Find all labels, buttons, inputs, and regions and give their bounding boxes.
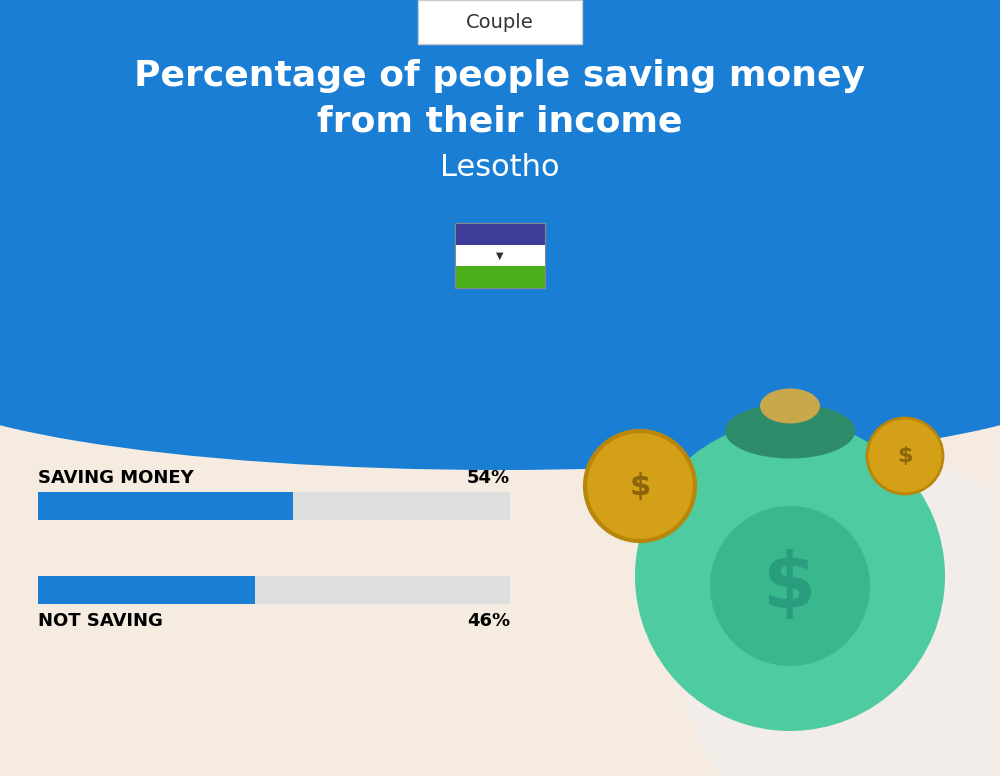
- Bar: [455, 244, 545, 266]
- Circle shape: [585, 431, 695, 541]
- Ellipse shape: [760, 389, 820, 424]
- Text: $: $: [763, 549, 817, 623]
- Circle shape: [680, 456, 1000, 776]
- Circle shape: [635, 421, 945, 731]
- Text: Lesotho: Lesotho: [440, 154, 560, 182]
- Bar: [455, 223, 545, 288]
- Ellipse shape: [0, 270, 1000, 470]
- FancyBboxPatch shape: [418, 0, 582, 44]
- Text: from their income: from their income: [317, 104, 683, 138]
- Text: Couple: Couple: [466, 12, 534, 32]
- Text: 46%: 46%: [467, 612, 510, 630]
- Text: 54%: 54%: [467, 469, 510, 487]
- Ellipse shape: [725, 404, 855, 459]
- Bar: [455, 266, 545, 288]
- Circle shape: [710, 506, 870, 666]
- Bar: [38, 492, 293, 520]
- Bar: [455, 223, 545, 244]
- Bar: [0, 0, 1000, 370]
- Text: $: $: [897, 446, 913, 466]
- Bar: [38, 492, 510, 520]
- Text: ▼: ▼: [496, 251, 504, 261]
- Text: Percentage of people saving money: Percentage of people saving money: [134, 59, 866, 93]
- Bar: [38, 576, 510, 604]
- Text: NOT SAVING: NOT SAVING: [38, 612, 163, 630]
- Circle shape: [867, 418, 943, 494]
- Text: $: $: [629, 472, 651, 501]
- Bar: [38, 576, 255, 604]
- Text: SAVING MONEY: SAVING MONEY: [38, 469, 194, 487]
